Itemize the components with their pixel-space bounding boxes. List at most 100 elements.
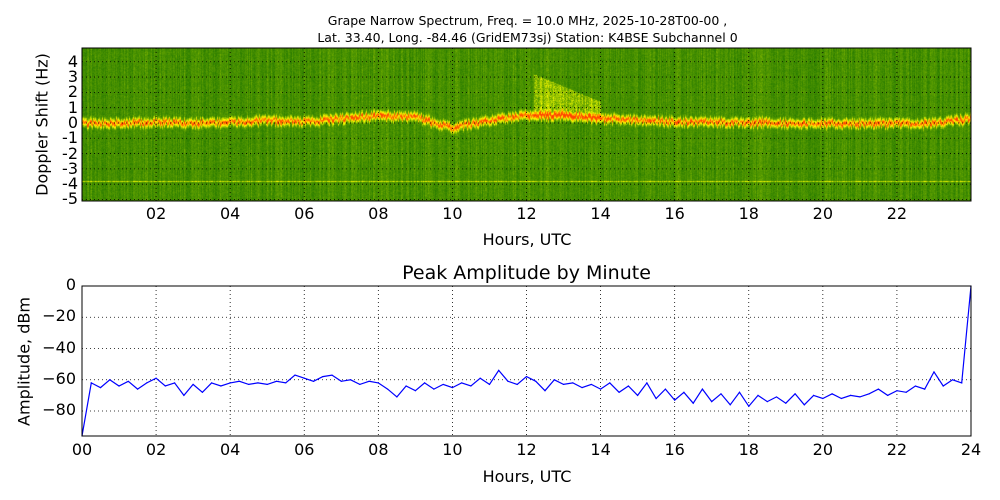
amplitude-xlabel: Hours, UTC — [482, 467, 572, 486]
amplitude-data-point — [414, 390, 416, 392]
amplitude-data-point — [349, 379, 352, 381]
spectrum-ytick-label: 4 — [67, 51, 78, 71]
amplitude-data-point — [831, 393, 833, 395]
amplitude-data-point — [174, 382, 176, 384]
amplitude-xtick-label: 04 — [219, 440, 241, 459]
amplitude-series-line — [81, 285, 972, 437]
amplitude-data-point — [183, 394, 185, 396]
spectrum-xtick-label: 02 — [145, 204, 167, 223]
spectrum-ytick-label: -1 — [62, 128, 78, 148]
amplitude-data-point — [794, 393, 796, 395]
spectrum-ytick-label: -3 — [62, 158, 78, 178]
amplitude-data-point — [303, 377, 305, 379]
amplitude-data-point — [331, 374, 333, 376]
spectrum-title-line2: Lat. 33.40, Long. -84.46 (GridEM73sj) St… — [317, 30, 738, 45]
amplitude-data-point — [386, 388, 389, 390]
amplitude-data-point — [266, 383, 268, 386]
amplitude-data-point — [220, 385, 222, 387]
amplitude-data-point — [618, 391, 620, 393]
amplitude-data-point — [553, 379, 555, 381]
spectrum-ytick-label: -2 — [62, 143, 78, 163]
amplitude-xtick-label: 24 — [960, 440, 982, 459]
amplitude-data-point — [775, 396, 778, 398]
spectrum-xtick-label: 12 — [516, 204, 537, 223]
amplitude-data-point — [674, 399, 676, 401]
amplitude-data-point — [257, 382, 259, 384]
amplitude-data-point — [424, 382, 426, 384]
amplitude-data-point — [701, 388, 704, 390]
amplitude-data-point — [812, 394, 815, 396]
amplitude-data-point — [840, 397, 842, 400]
amplitude-data-point — [136, 388, 139, 390]
spectrum-ylabel: Doppler Shift (Hz) — [32, 53, 52, 196]
amplitude-xtick-label: 18 — [738, 440, 759, 459]
spectrum-xtick-label: 04 — [219, 204, 241, 223]
amplitude-data-point — [859, 396, 861, 398]
amplitude-ytick-label: −40 — [42, 337, 76, 357]
amplitude-data-point — [451, 386, 454, 389]
amplitude-xtick-label: 06 — [294, 440, 315, 459]
amplitude-data-point — [785, 402, 787, 404]
amplitude-data-point — [99, 386, 102, 389]
amplitude-data-point — [905, 391, 907, 393]
amplitude-data-point — [748, 405, 750, 407]
amplitude-data-point — [377, 382, 379, 384]
amplitude-data-point — [757, 394, 759, 396]
amplitude-data-point — [470, 385, 472, 387]
amplitude-data-point — [729, 404, 731, 406]
amplitude-data-point — [368, 380, 370, 382]
amplitude-ytick-label: −80 — [42, 400, 76, 419]
amplitude-data-point — [933, 371, 935, 373]
spectrum-xtick-label: 20 — [812, 204, 833, 223]
amplitude-data-point — [887, 394, 889, 396]
amplitude-data-point — [581, 386, 583, 389]
amplitude-xtick-label: 12 — [516, 440, 537, 459]
amplitude-data-point — [127, 380, 129, 382]
amplitude-data-point — [590, 383, 592, 386]
amplitude-data-point — [285, 382, 287, 384]
amplitude-data-point — [562, 383, 565, 386]
amplitude-xtick-label: 00 — [71, 440, 93, 459]
amplitude-data-point — [609, 382, 611, 384]
amplitude-data-point — [479, 377, 481, 379]
spectrum-xtick-label: 10 — [442, 204, 463, 223]
amplitude-xtick-label: 10 — [442, 440, 463, 459]
amplitude-ytick-label: 0 — [65, 275, 76, 294]
spectrum-title-line1: Grape Narrow Spectrum, Freq. = 10.0 MHz,… — [327, 13, 728, 28]
amplitude-data-point — [192, 383, 194, 386]
amplitude-data-point — [914, 385, 917, 387]
spectrum-ytick-label: 3 — [67, 67, 78, 87]
amplitude-data-point — [211, 382, 213, 384]
spectrum-xtick-label: 14 — [590, 204, 611, 223]
amplitude-data-point — [488, 383, 491, 386]
spectrum-xtick-label: 16 — [664, 204, 685, 223]
amplitude-data-point — [896, 390, 898, 392]
spectrum-frame — [81, 47, 972, 202]
spectrum-xlabel: Hours, UTC — [482, 230, 572, 249]
amplitude-data-point — [498, 369, 500, 371]
amplitude-data-point — [146, 382, 148, 384]
amplitude-data-point — [766, 401, 768, 403]
amplitude-data-point — [850, 394, 852, 396]
amplitude-data-point — [405, 385, 407, 387]
amplitude-data-point — [118, 385, 120, 387]
amplitude-ylabel: Amplitude, dBm — [14, 297, 34, 426]
amplitude-data-point — [312, 380, 315, 382]
amplitude-data-point — [294, 374, 296, 376]
spectrum-xtick-label: 08 — [368, 204, 389, 223]
amplitude-data-point — [711, 401, 713, 403]
amplitude-data-point — [155, 377, 157, 379]
amplitude-data-point — [803, 404, 805, 406]
amplitude-data-point — [433, 388, 435, 390]
amplitude-data-point — [516, 383, 518, 386]
amplitude-xtick-label: 08 — [368, 440, 389, 459]
amplitude-data-point — [238, 380, 241, 382]
amplitude-xtick-label: 16 — [664, 440, 685, 459]
amplitude-data-point — [507, 380, 509, 382]
amplitude-data-point — [599, 388, 602, 390]
amplitude-data-point — [655, 397, 657, 400]
amplitude-data-point — [544, 390, 546, 392]
amplitude-frame — [81, 285, 972, 437]
spectrum-ytick-label: 2 — [67, 82, 78, 102]
